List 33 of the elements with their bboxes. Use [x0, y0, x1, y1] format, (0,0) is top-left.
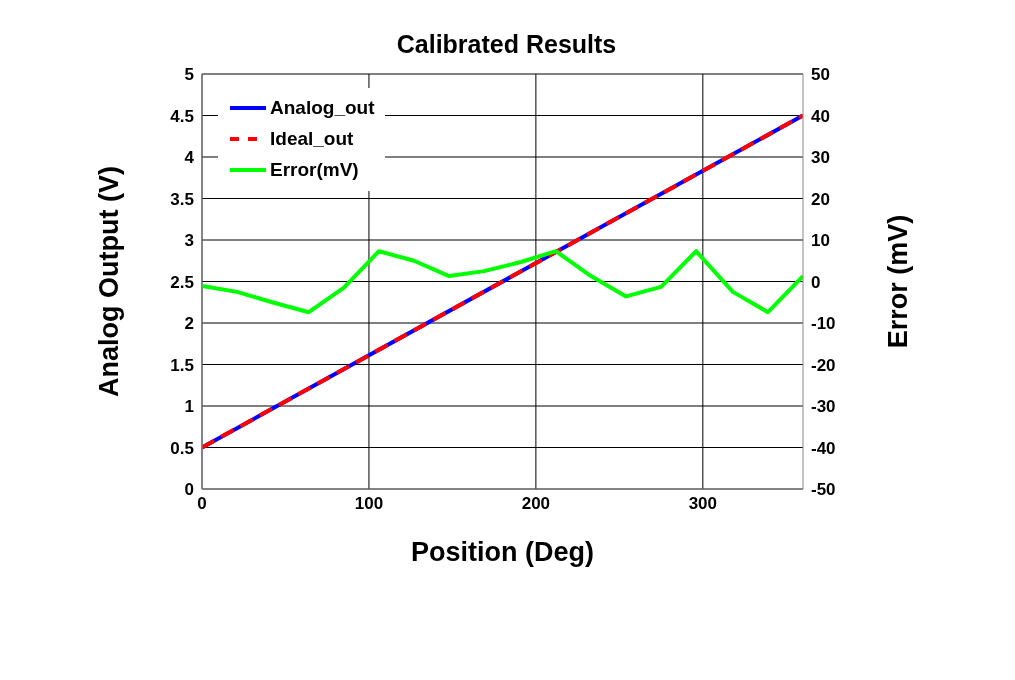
- y-tick-label: 4.5: [170, 106, 194, 126]
- y2-tick-label: -20: [811, 355, 836, 375]
- y2-tick-label: 0: [811, 272, 821, 292]
- y2-tick-label: 10: [811, 231, 830, 251]
- y2-tick-label: 50: [811, 65, 830, 85]
- y2-tick-label: -40: [811, 438, 836, 458]
- y-tick-label: 2: [184, 314, 194, 334]
- legend-label: Analog_out: [270, 96, 375, 119]
- x-tick-label: 100: [354, 494, 384, 514]
- y-tick-label: 0.5: [170, 438, 194, 458]
- y2-tick-label: 20: [811, 189, 830, 209]
- y-tick-label: 3: [184, 231, 194, 251]
- y2-tick-label: 30: [811, 148, 830, 168]
- x-tick-label: 0: [197, 494, 207, 514]
- y2-tick-label: 40: [811, 106, 830, 126]
- y-tick-label: 1.5: [170, 355, 194, 375]
- y2-tick-label: -10: [811, 314, 836, 334]
- x-tick-label: 200: [521, 494, 551, 514]
- y-tick-label: 1: [184, 397, 194, 417]
- legend-label: Error(mV): [270, 158, 359, 181]
- y2-tick-label: -30: [811, 397, 836, 417]
- y2-tick-label: -50: [811, 480, 836, 500]
- x-axis-title: Position (Deg): [411, 537, 594, 567]
- y-tick-label: 4: [184, 148, 195, 168]
- y-tick-label: 5: [184, 65, 194, 85]
- x-tick-label: 300: [688, 494, 718, 514]
- chart-title: Calibrated Results: [395, 30, 618, 59]
- y-tick-label: 2.5: [170, 272, 194, 292]
- y2-axis-title: Error (mV): [882, 214, 913, 349]
- y-axis-title: Analog Output (V): [93, 166, 124, 397]
- legend-label: Ideal_out: [270, 127, 354, 150]
- y-tick-label: 0: [184, 480, 194, 500]
- y-tick-label: 3.5: [170, 189, 194, 209]
